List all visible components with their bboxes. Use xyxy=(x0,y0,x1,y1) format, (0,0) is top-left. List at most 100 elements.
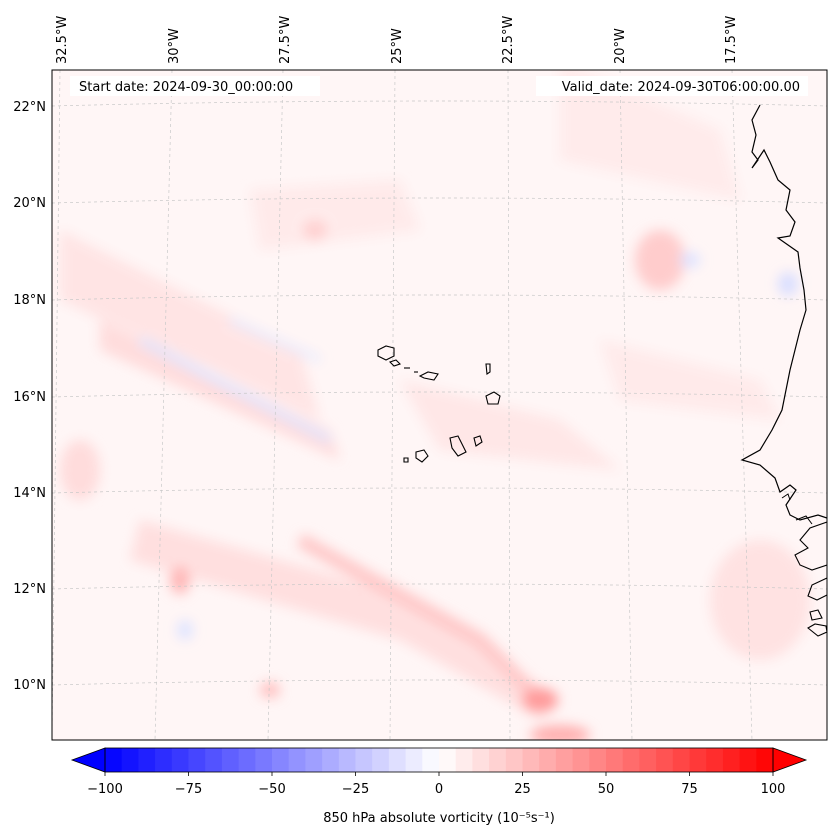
colorbar-cell xyxy=(589,748,607,772)
colorbar-cell xyxy=(288,748,306,772)
colorbar-cell xyxy=(171,748,189,772)
colorbar-cell xyxy=(739,748,757,772)
lon-label: 27.5°W xyxy=(278,16,293,64)
parallel-20n xyxy=(52,197,827,204)
colorbar-cell xyxy=(472,748,490,772)
plot-area xyxy=(52,70,827,740)
colorbar-label: 850 hPa absolute vorticity (10⁻⁵s⁻¹) xyxy=(323,811,555,826)
colorbar-cell xyxy=(355,748,373,772)
colorbar-cell xyxy=(455,748,473,772)
colorbar-cell xyxy=(272,748,290,772)
colorbar-tick-label: −100 xyxy=(87,782,123,797)
meridian-27.5w xyxy=(267,70,284,740)
parallel-14n xyxy=(52,487,827,494)
lat-label: 12°N xyxy=(13,582,46,597)
cape-verde-islands xyxy=(377,345,501,463)
colorbar-tick-label: −50 xyxy=(258,782,285,797)
lon-label: 32.5°W xyxy=(55,16,70,64)
lon-label: 30°W xyxy=(167,28,182,64)
parallel-16n xyxy=(52,391,827,398)
colorbar-cell xyxy=(555,748,574,772)
lon-label: 22.5°W xyxy=(501,16,516,64)
parallel-12n xyxy=(52,583,827,590)
colorbar-cell xyxy=(606,748,624,772)
colorbar-max-extend xyxy=(772,747,808,773)
lon-label: 25°W xyxy=(390,28,405,64)
colorbar-tick-label: 50 xyxy=(598,782,615,797)
island-sal xyxy=(485,363,491,375)
graticule xyxy=(52,70,827,740)
island-maio xyxy=(473,435,483,447)
colorbar-cell xyxy=(689,748,707,772)
lon-label: 17.5°W xyxy=(724,16,739,64)
colorbar-tick-label: −25 xyxy=(342,782,369,797)
start-date-label: Start date: 2024-09-30_00:00:00 xyxy=(79,80,293,95)
colorbar-cell xyxy=(305,748,323,772)
colorbar-cell xyxy=(105,748,123,772)
colorbar-cell xyxy=(622,748,640,772)
lon-label: 20°W xyxy=(613,28,628,64)
colorbar: −100 −75 −50 −25 0 25 50 75 100 850 hPa … xyxy=(70,747,808,826)
colorbar-cell xyxy=(155,748,173,772)
island-sao-vicente xyxy=(388,359,402,367)
colorbar-cell xyxy=(138,748,156,772)
colorbar-cell xyxy=(539,748,557,772)
lat-label: 20°N xyxy=(13,196,46,211)
africa-coastline-south xyxy=(794,521,827,637)
colorbar-tick-label: 100 xyxy=(761,782,786,797)
colorbar-cell xyxy=(388,748,407,772)
meridian-17.5w xyxy=(731,70,753,740)
colorbar-cell xyxy=(672,748,690,772)
colorbar-cell xyxy=(422,748,440,772)
island-santo-antao xyxy=(377,345,395,361)
colorbar-cell xyxy=(572,748,590,772)
valid-date-box xyxy=(536,76,808,96)
island-sao-nicolau xyxy=(418,371,439,381)
colorbar-cells xyxy=(105,748,774,772)
colorbar-tick-label: 0 xyxy=(435,782,443,797)
colorbar-cell xyxy=(121,748,139,772)
latitude-labels: 22°N 20°N 18°N 16°N 14°N 12°N 10°N xyxy=(13,100,46,693)
senegal-river-mouth xyxy=(781,493,813,525)
island-fogo xyxy=(415,449,429,463)
colorbar-cell xyxy=(656,748,674,772)
parallel-22n xyxy=(52,100,827,107)
colorbar-cell xyxy=(322,748,340,772)
colorbar-cell xyxy=(505,748,523,772)
colorbar-tick-label: 75 xyxy=(681,782,698,797)
island-boa-vista xyxy=(485,391,501,405)
colorbar-ticks xyxy=(104,772,774,776)
meridian-25w xyxy=(389,70,396,740)
parallel-18n xyxy=(52,294,827,301)
colorbar-tick-labels: −100 −75 −50 −25 0 25 50 75 100 xyxy=(87,782,785,797)
lat-label: 18°N xyxy=(13,293,46,308)
vorticity-field xyxy=(60,70,810,740)
colorbar-cell xyxy=(405,748,423,772)
island-santiago xyxy=(449,435,467,457)
africa-coastline xyxy=(740,104,827,521)
colorbar-cell xyxy=(188,748,206,772)
colorbar-min-extend xyxy=(70,747,106,773)
colorbar-cell xyxy=(756,748,774,772)
colorbar-cell xyxy=(238,748,256,772)
meridian-32.5w xyxy=(52,70,61,740)
island-brava xyxy=(403,457,409,463)
plot-frame xyxy=(51,69,828,741)
colorbar-cell xyxy=(522,748,540,772)
colorbar-cell xyxy=(489,748,507,772)
colorbar-tick-label: −75 xyxy=(175,782,202,797)
colorbar-cell xyxy=(205,748,223,772)
lat-label: 10°N xyxy=(13,678,46,693)
colorbar-cell xyxy=(338,748,356,772)
colorbar-cell xyxy=(706,748,724,772)
parallel-10n xyxy=(52,679,827,686)
colorbar-tick-label: 25 xyxy=(514,782,531,797)
meridian-20w xyxy=(619,70,633,740)
lat-label: 16°N xyxy=(13,390,46,405)
colorbar-cell xyxy=(439,748,457,772)
start-date-box xyxy=(70,76,320,96)
colorbar-cell xyxy=(722,748,741,772)
valid-date-label: Valid_date: 2024-09-30T06:00:00.00 xyxy=(562,80,800,95)
colorbar-cell xyxy=(255,748,273,772)
